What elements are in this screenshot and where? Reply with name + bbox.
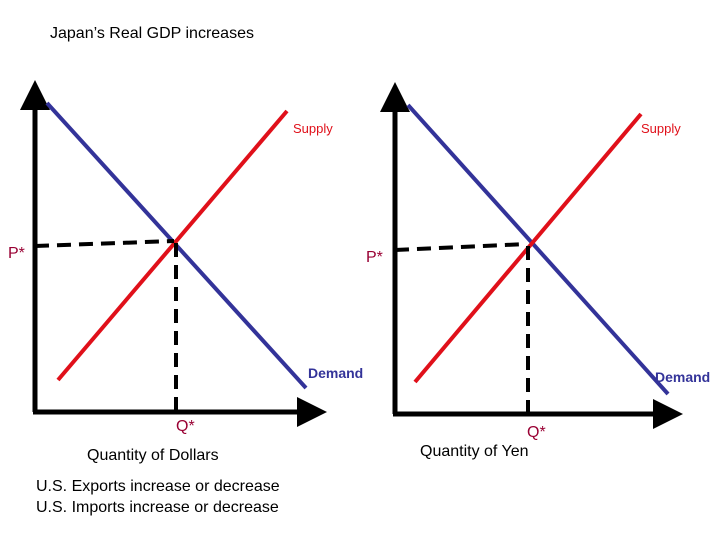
left-quantity-marker: Q* [176, 418, 195, 435]
left-demand-label: Demand [308, 365, 363, 381]
left-supply-curve [56, 109, 289, 382]
question-notes: U.S. Exports increase or decrease U.S. I… [36, 476, 280, 518]
left-price-label: P* [8, 245, 25, 262]
right-x-axis-label: Quantity of Yen [420, 443, 529, 460]
right-price-label: P* [366, 249, 383, 266]
diagram-title: Japan’s Real GDP increases [50, 25, 254, 42]
right-graph: Supply Demand P* Q* [366, 82, 710, 441]
right-demand-label: Demand [655, 369, 710, 385]
right-quantity-marker: Q* [527, 424, 546, 441]
left-price-guide [34, 239, 175, 248]
left-graph: Supply Demand P* Q* [8, 80, 363, 435]
exports-question: U.S. Exports increase or decrease [36, 478, 280, 495]
right-supply-label: Supply [641, 121, 681, 136]
left-supply-label: Supply [293, 121, 333, 136]
right-demand-curve [406, 103, 670, 396]
left-x-axis-label: Quantity of Dollars [87, 447, 219, 464]
right-price-guide [394, 242, 527, 252]
imports-question: U.S. Imports increase or decrease [36, 499, 279, 516]
